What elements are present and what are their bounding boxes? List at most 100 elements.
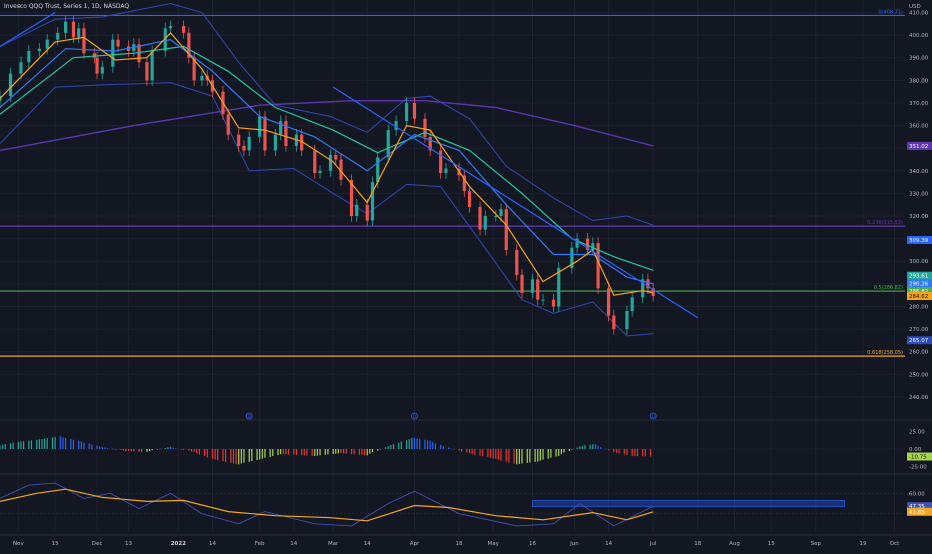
histogram-bar — [114, 449, 117, 450]
histogram-bar — [248, 449, 250, 462]
candle-body — [200, 75, 204, 81]
histogram-bar — [230, 449, 232, 463]
candle-body — [606, 288, 611, 316]
histogram-bar — [198, 449, 200, 455]
histogram-bar — [125, 449, 127, 452]
price-badge-label: 284.62 — [909, 294, 928, 300]
candle-body — [423, 118, 427, 137]
time-axis-tick: Nov — [13, 541, 24, 547]
histogram-bar — [623, 449, 625, 455]
candle-body — [187, 32, 191, 58]
histogram-bar — [453, 449, 455, 450]
oscillator-signal-line — [0, 482, 654, 527]
histogram-bar — [579, 446, 581, 449]
price-badge — [907, 271, 932, 280]
price-badge-label: 293.61 — [909, 274, 928, 280]
histogram-bar — [282, 449, 284, 454]
histogram-bar — [9, 443, 12, 449]
histogram-bar — [130, 449, 132, 452]
bollinger-upper-line — [0, 2, 654, 226]
histogram-bar — [516, 449, 518, 465]
histogram-bar — [64, 438, 67, 449]
candle-body — [439, 150, 443, 174]
histogram-bar — [500, 449, 502, 461]
histogram-bar — [521, 449, 523, 464]
histogram-axis-tick: 25.00 — [909, 430, 925, 436]
histogram-bar — [547, 449, 549, 459]
fib-level-label: 0(408.71) — [878, 9, 903, 15]
histogram-bar — [46, 438, 48, 449]
histogram-bar — [497, 449, 500, 460]
histogram-bar — [41, 439, 43, 449]
candle-body — [258, 116, 262, 137]
histogram-bar — [204, 449, 206, 456]
oscillator-axis-tick: 60.00 — [909, 491, 925, 497]
time-axis-tick: 16 — [529, 541, 536, 547]
histogram-bar — [450, 448, 452, 450]
candle-body — [63, 21, 68, 33]
time-axis-tick: Oct — [890, 541, 900, 547]
candle-body — [483, 216, 487, 230]
histogram-bar — [413, 437, 416, 449]
candle-body — [192, 57, 196, 81]
price-axis-tick: 260.00 — [909, 350, 929, 356]
histogram-bar — [70, 438, 72, 449]
oscillator-value-badge — [907, 507, 932, 516]
histogram-bar — [594, 444, 597, 449]
histogram-bar — [38, 439, 40, 449]
histogram-bar — [193, 449, 195, 452]
histogram-bar — [88, 443, 90, 449]
candle-body — [520, 274, 524, 293]
price-axis-tick: 410.00 — [909, 11, 929, 17]
histogram-bar — [62, 437, 64, 449]
price-axis-tick: 240.00 — [909, 395, 929, 401]
oscillator-highlight-band — [532, 500, 845, 507]
candle-body — [386, 130, 390, 158]
histogram-bar — [489, 449, 492, 458]
histogram-bar — [392, 443, 395, 449]
histogram-bar — [332, 449, 334, 455]
price-badge-label: 309.39 — [909, 238, 929, 244]
histogram-bar — [571, 449, 573, 450]
histogram-bar — [78, 440, 80, 449]
histogram-bar — [361, 449, 363, 455]
histogram-bar — [172, 447, 174, 449]
histogram-bar — [350, 449, 353, 455]
candle-body — [237, 134, 241, 146]
sma-long-line — [0, 100, 654, 152]
histogram-bar — [151, 449, 153, 451]
candle-body — [591, 243, 595, 250]
histogram-bar — [466, 449, 468, 453]
histogram-bar — [487, 449, 489, 458]
candle-body — [313, 150, 317, 174]
price-axis-tick: 380.00 — [909, 78, 929, 84]
candle-body — [116, 39, 120, 47]
histogram-bar — [4, 444, 6, 449]
histogram-bar — [141, 449, 143, 452]
histogram-bar — [424, 439, 426, 449]
histogram-bar — [471, 449, 473, 454]
candle-body — [273, 134, 278, 151]
histogram-bar — [447, 447, 450, 449]
time-axis-tick: 2022 — [171, 541, 186, 547]
trend-line — [332, 86, 699, 319]
histogram-bar — [461, 449, 463, 452]
candle-body — [95, 57, 99, 74]
candle-body — [412, 102, 417, 119]
histogram-bar — [369, 449, 371, 454]
histogram-bar — [508, 449, 510, 463]
histogram-bar — [634, 449, 636, 457]
price-axis-tick: 360.00 — [909, 124, 929, 130]
candle-body — [242, 145, 246, 151]
candle-body — [585, 238, 590, 250]
time-axis-tick: 14 — [364, 541, 371, 547]
candle-body — [570, 247, 574, 269]
histogram-bar — [156, 449, 158, 450]
time-axis-tick: 19 — [860, 541, 867, 547]
time-axis-tick: 18 — [456, 541, 463, 547]
histogram-bar — [405, 440, 408, 449]
histogram-bar — [631, 449, 633, 456]
price-badge — [907, 287, 932, 296]
